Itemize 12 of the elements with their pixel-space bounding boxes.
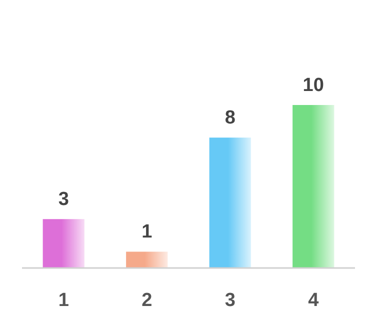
bar [292,105,334,268]
data-label: 8 [224,108,236,129]
data-label: 10 [302,75,324,96]
x-tick-label: 3 [224,290,236,311]
bar [126,252,168,268]
bar [42,219,84,268]
data-label: 3 [58,189,69,210]
bar [209,138,251,268]
x-tick-label: 2 [142,290,152,311]
x-tick-label: 4 [308,290,320,311]
data-label: 1 [142,222,153,243]
x-tick-label: 1 [58,290,70,311]
